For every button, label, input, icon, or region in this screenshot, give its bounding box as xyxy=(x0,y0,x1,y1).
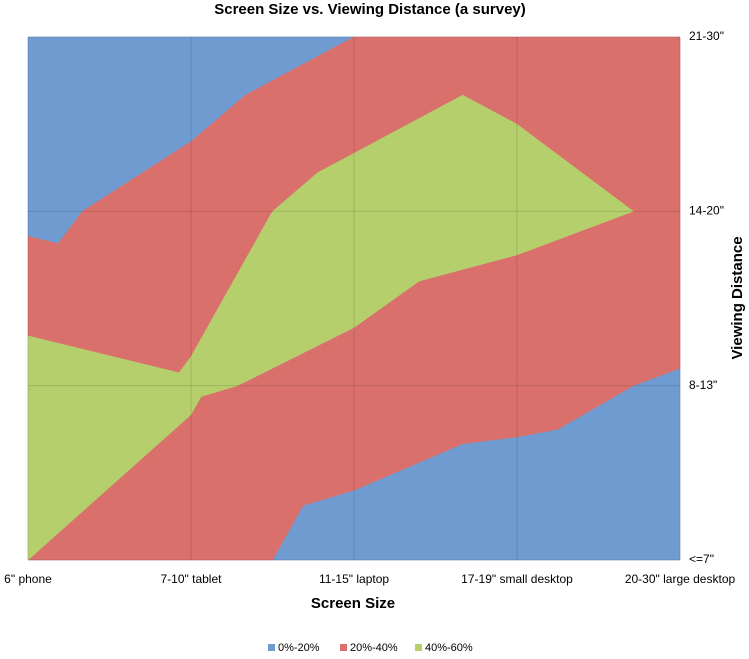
x-tick-label: 17-19" small desktop xyxy=(461,572,573,586)
contour-band xyxy=(516,123,635,212)
legend-swatch xyxy=(268,644,275,651)
contour-band xyxy=(516,36,681,212)
y-axis-title: Viewing Distance xyxy=(729,236,746,359)
legend-swatch xyxy=(340,644,347,651)
plot-area xyxy=(27,36,681,561)
x-tick-label: 20-30" large desktop xyxy=(625,572,736,586)
x-tick-label: 6" phone xyxy=(4,572,52,586)
legend-swatch xyxy=(415,644,422,651)
y-tick-label: <=7" xyxy=(689,552,714,566)
legend-label: 40%-60% xyxy=(425,642,473,654)
y-tick-label: 8-13" xyxy=(689,378,717,392)
x-tick-label: 7-10" tablet xyxy=(161,572,223,586)
y-tick-label: 14-20" xyxy=(689,204,724,218)
legend-label: 0%-20% xyxy=(278,642,320,654)
x-tick-label: 11-15" laptop xyxy=(319,572,389,586)
y-tick-label: 21-30" xyxy=(689,29,724,43)
contour-band xyxy=(353,94,463,212)
contour-band xyxy=(27,36,192,212)
legend-label: 20%-40% xyxy=(350,642,398,654)
x-axis-title: Screen Size xyxy=(311,595,395,612)
chart-title: Screen Size vs. Viewing Distance (a surv… xyxy=(214,1,526,18)
